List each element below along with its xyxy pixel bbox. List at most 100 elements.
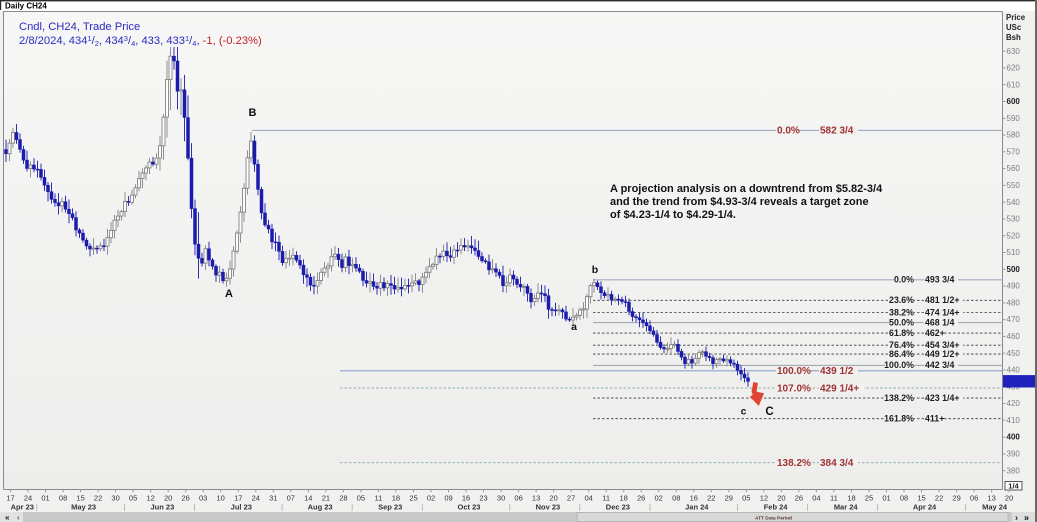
svg-text:21: 21 (322, 493, 330, 502)
svg-text:520: 520 (1007, 231, 1021, 240)
svg-text:26: 26 (182, 493, 190, 502)
svg-text:04: 04 (812, 493, 820, 502)
svg-text:Mar 24: Mar 24 (834, 502, 859, 511)
svg-text:Apr 23: Apr 23 (11, 502, 34, 511)
svg-text:30: 30 (497, 493, 505, 502)
svg-text:Oct 23: Oct 23 (458, 502, 481, 511)
svg-text:Nov 23: Nov 23 (536, 502, 561, 511)
svg-text:439 1/2: 439 1/2 (820, 366, 854, 377)
svg-text:630: 630 (1007, 47, 1021, 56)
svg-text:510: 510 (1007, 248, 1021, 257)
svg-text:24: 24 (24, 493, 32, 502)
svg-text:04: 04 (585, 493, 593, 502)
svg-text:12: 12 (147, 493, 155, 502)
svg-text:b: b (592, 264, 598, 276)
svg-text:A: A (225, 288, 233, 300)
svg-text:480: 480 (1007, 299, 1021, 308)
svg-text:590: 590 (1007, 114, 1021, 123)
svg-text:400: 400 (1007, 433, 1021, 442)
svg-text:|: | (579, 502, 581, 511)
svg-text:05: 05 (129, 493, 137, 502)
svg-text:05: 05 (357, 493, 365, 502)
svg-text:22: 22 (94, 493, 102, 502)
svg-text:»: » (1024, 513, 1029, 522)
svg-text:550: 550 (1007, 181, 1021, 190)
svg-text:27: 27 (567, 493, 575, 502)
svg-text:|: | (737, 502, 739, 511)
svg-text:493 3/4: 493 3/4 (925, 275, 954, 285)
svg-text:76.4%: 76.4% (889, 340, 914, 350)
svg-text:03: 03 (199, 493, 207, 502)
svg-text:|: | (421, 502, 423, 511)
svg-text:06: 06 (514, 493, 522, 502)
svg-text:|: | (36, 502, 38, 511)
svg-text:05: 05 (742, 493, 750, 502)
svg-text:14: 14 (304, 493, 312, 502)
svg-text:02: 02 (655, 493, 663, 502)
svg-text:462+: 462+ (925, 328, 945, 338)
svg-text:26: 26 (795, 493, 803, 502)
svg-text:06: 06 (970, 493, 978, 502)
svg-text:61.8%: 61.8% (889, 328, 914, 338)
svg-text:620: 620 (1007, 64, 1021, 73)
svg-text:Sep 23: Sep 23 (378, 502, 402, 511)
svg-text:Dec 23: Dec 23 (606, 502, 630, 511)
svg-text:12: 12 (760, 493, 768, 502)
svg-text:138.2%: 138.2% (777, 458, 811, 469)
svg-text:460: 460 (1007, 332, 1021, 341)
svg-text:411+: 411+ (925, 413, 944, 423)
svg-text:18: 18 (620, 493, 628, 502)
svg-text:23.6%: 23.6% (889, 295, 914, 305)
svg-text:›: › (1015, 513, 1018, 522)
svg-text:15: 15 (76, 493, 84, 502)
svg-text:25: 25 (409, 493, 417, 502)
svg-text:410: 410 (1007, 416, 1021, 425)
svg-text:Feb 24: Feb 24 (764, 502, 789, 511)
svg-text:20: 20 (1005, 493, 1013, 502)
svg-text:560: 560 (1007, 164, 1021, 173)
svg-text:540: 540 (1007, 198, 1021, 207)
svg-text:|: | (964, 502, 966, 511)
svg-text:01: 01 (882, 493, 890, 502)
svg-text:09: 09 (444, 493, 452, 502)
svg-text:of $4.23-1/4 to $4.29-1/4.: of $4.23-1/4 to $4.29-1/4. (610, 209, 736, 221)
svg-text:468 1/4: 468 1/4 (925, 317, 954, 327)
svg-text:2/8/2024, 4341/2, 4343/4, 433,: 2/8/2024, 4341/2, 4343/4, 433, 4331/4, -… (19, 34, 262, 48)
svg-text:08: 08 (900, 493, 908, 502)
svg-text:20: 20 (777, 493, 785, 502)
svg-text:25: 25 (865, 493, 873, 502)
svg-text:|: | (194, 502, 196, 511)
svg-text:26: 26 (637, 493, 645, 502)
svg-text:15: 15 (917, 493, 925, 502)
svg-text:|: | (877, 502, 879, 511)
svg-text:17: 17 (6, 493, 14, 502)
svg-text:Jun 23: Jun 23 (151, 502, 175, 511)
svg-text:470: 470 (1007, 315, 1021, 324)
svg-text:442 3/4: 442 3/4 (925, 360, 954, 370)
svg-text:10: 10 (217, 493, 225, 502)
svg-text:600: 600 (1007, 97, 1021, 106)
svg-text:Aug 23: Aug 23 (308, 502, 333, 511)
svg-text:23: 23 (479, 493, 487, 502)
svg-text:Apr 24: Apr 24 (913, 502, 937, 511)
svg-text:Cndl, CH24, Trade Price: Cndl, CH24, Trade Price (19, 21, 140, 33)
svg-text:16: 16 (690, 493, 698, 502)
svg-text:ATT Data Period: ATT Data Period (755, 516, 792, 522)
svg-text:17: 17 (234, 493, 242, 502)
svg-text:31: 31 (269, 493, 277, 502)
svg-text:13: 13 (532, 493, 540, 502)
svg-text:|: | (351, 502, 353, 511)
svg-text:Jul 23: Jul 23 (231, 502, 252, 511)
svg-text:610: 610 (1007, 80, 1021, 89)
svg-text:530: 530 (1007, 215, 1021, 224)
svg-text:16: 16 (462, 493, 470, 502)
svg-text:429 1/4+: 429 1/4+ (820, 383, 859, 394)
svg-text:384 3/4: 384 3/4 (820, 458, 854, 469)
svg-text:07: 07 (287, 493, 295, 502)
svg-text:20: 20 (549, 493, 557, 502)
svg-text:423 1/4+: 423 1/4+ (925, 393, 960, 403)
svg-text:Price: Price (1006, 13, 1026, 22)
svg-text:B: B (249, 107, 257, 119)
svg-text:380: 380 (1007, 466, 1021, 475)
svg-text:‹: ‹ (17, 513, 20, 522)
